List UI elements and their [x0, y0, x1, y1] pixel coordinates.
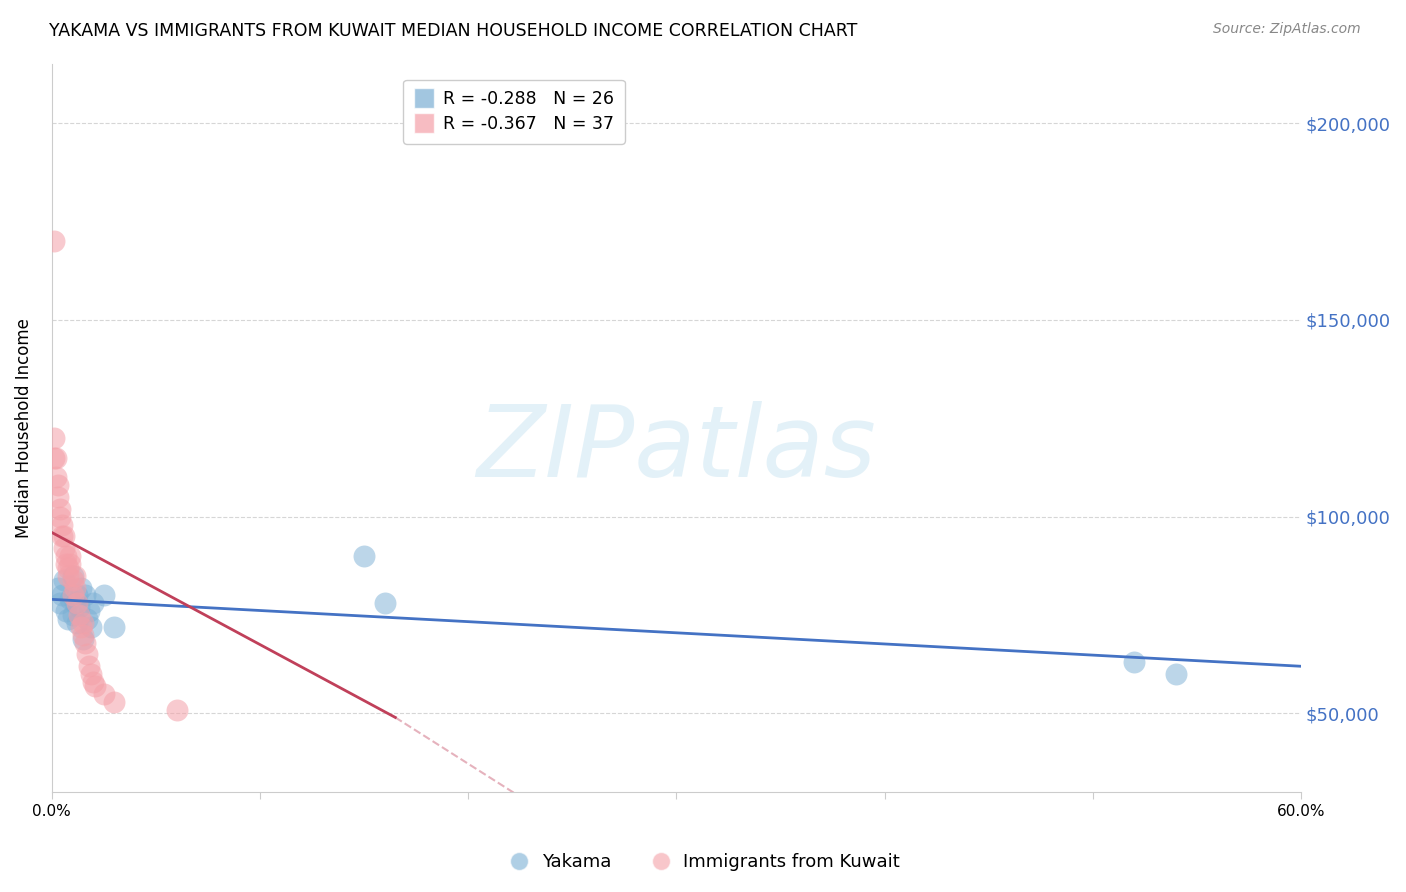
Point — [58, 568, 80, 582]
Point — [49, 596, 72, 610]
Text: ZIPatlas: ZIPatlas — [477, 401, 876, 499]
Text: Source: ZipAtlas.com: Source: ZipAtlas.com — [1213, 22, 1361, 37]
Text: YAKAMA VS IMMIGRANTS FROM KUWAIT MEDIAN HOUSEHOLD INCOME CORRELATION CHART: YAKAMA VS IMMIGRANTS FROM KUWAIT MEDIAN … — [49, 22, 858, 40]
Point — [84, 679, 107, 693]
Point — [67, 600, 90, 615]
Point — [70, 620, 93, 634]
Point — [62, 573, 84, 587]
Point — [58, 561, 80, 575]
Point — [46, 478, 69, 492]
Point — [82, 675, 104, 690]
Point — [72, 632, 94, 646]
Point — [353, 549, 375, 563]
Point — [70, 581, 93, 595]
Point — [80, 620, 103, 634]
Legend: Yakama, Immigrants from Kuwait: Yakama, Immigrants from Kuwait — [499, 847, 907, 879]
Y-axis label: Median Household Income: Median Household Income — [15, 318, 32, 538]
Point — [103, 695, 125, 709]
Point — [1123, 656, 1146, 670]
Point — [374, 596, 396, 610]
Point — [72, 615, 94, 630]
Point — [62, 589, 84, 603]
Point — [67, 608, 90, 623]
Point — [93, 589, 115, 603]
Point — [75, 635, 97, 649]
Point — [55, 549, 77, 563]
Point — [59, 592, 82, 607]
Point — [103, 620, 125, 634]
Point — [55, 604, 77, 618]
Point — [166, 702, 188, 716]
Point — [80, 667, 103, 681]
Point — [51, 589, 73, 603]
Point — [59, 557, 82, 571]
Point — [63, 581, 86, 595]
Point — [49, 509, 72, 524]
Point — [1164, 667, 1187, 681]
Point — [82, 596, 104, 610]
Point — [45, 450, 67, 465]
Point — [53, 529, 76, 543]
Point — [53, 541, 76, 556]
Point — [46, 581, 69, 595]
Point — [72, 628, 94, 642]
Point — [45, 470, 67, 484]
Point — [77, 604, 100, 618]
Point — [77, 659, 100, 673]
Point — [66, 589, 89, 603]
Point — [76, 648, 98, 662]
Point — [46, 490, 69, 504]
Point — [62, 608, 84, 623]
Point — [53, 573, 76, 587]
Point — [42, 450, 65, 465]
Point — [42, 234, 65, 248]
Point — [93, 687, 115, 701]
Point — [63, 596, 86, 610]
Legend: R = -0.288   N = 26, R = -0.367   N = 37: R = -0.288 N = 26, R = -0.367 N = 37 — [404, 80, 624, 144]
Point — [66, 615, 89, 630]
Point — [66, 596, 89, 610]
Point — [51, 529, 73, 543]
Point — [59, 549, 82, 563]
Point — [62, 568, 84, 582]
Point — [49, 501, 72, 516]
Point — [75, 589, 97, 603]
Point — [42, 431, 65, 445]
Point — [55, 557, 77, 571]
Point — [63, 568, 86, 582]
Point — [76, 612, 98, 626]
Point — [58, 612, 80, 626]
Point — [51, 517, 73, 532]
